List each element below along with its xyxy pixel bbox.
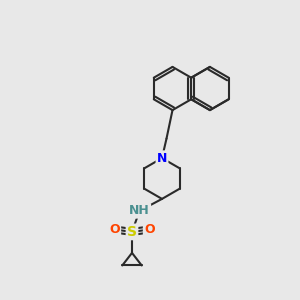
Text: N: N: [157, 152, 167, 165]
Text: NH: NH: [129, 204, 150, 218]
Text: S: S: [127, 225, 137, 239]
Text: O: O: [144, 223, 155, 236]
Text: O: O: [109, 223, 120, 236]
